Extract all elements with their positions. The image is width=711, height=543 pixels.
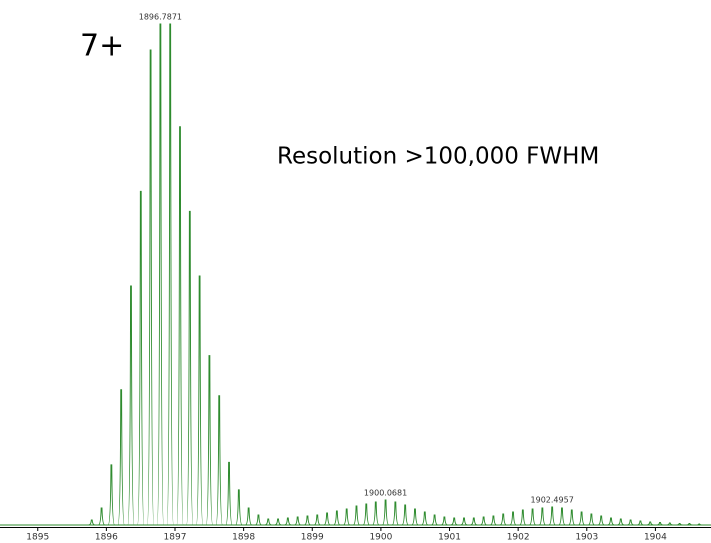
peak — [490, 515, 497, 526]
peak — [107, 464, 116, 526]
peak — [137, 190, 145, 526]
peak — [294, 516, 301, 526]
peak — [666, 522, 674, 526]
peak — [431, 514, 438, 526]
peak — [186, 210, 194, 526]
peak — [558, 507, 566, 526]
peak — [343, 508, 351, 526]
peak — [509, 511, 517, 526]
peak — [156, 23, 165, 526]
peak — [176, 126, 184, 526]
x-tick-label: 1898 — [232, 533, 255, 543]
peak — [284, 517, 292, 526]
peak — [264, 518, 272, 526]
peak — [166, 23, 174, 526]
peak — [362, 503, 370, 526]
peak — [391, 501, 399, 526]
peak — [538, 507, 546, 526]
peak — [588, 513, 595, 526]
peak — [255, 514, 262, 526]
peak — [646, 521, 654, 526]
peak — [382, 499, 390, 526]
peak — [470, 517, 478, 526]
peak — [215, 395, 223, 526]
peak — [205, 355, 214, 526]
peak — [195, 275, 204, 526]
peak — [421, 511, 429, 526]
x-tick-label: 1903 — [575, 533, 598, 543]
x-tick-label: 1902 — [507, 533, 530, 543]
peak — [597, 515, 605, 526]
peak — [676, 522, 683, 526]
x-tick-label: 1896 — [95, 533, 118, 543]
peak — [353, 505, 360, 526]
peak — [519, 509, 527, 526]
peak — [274, 518, 282, 526]
peak — [696, 523, 703, 526]
peak — [333, 510, 341, 526]
peak — [117, 389, 125, 526]
peak — [98, 507, 105, 526]
x-tick-label: 1897 — [164, 533, 187, 543]
peak — [617, 518, 625, 526]
peak — [460, 517, 468, 526]
x-tick-label: 1904 — [644, 533, 667, 543]
peak — [568, 509, 576, 526]
peak — [637, 520, 644, 526]
peak — [656, 521, 664, 526]
peak — [127, 285, 135, 526]
peak — [578, 511, 585, 526]
x-tick-label: 1895 — [26, 533, 49, 543]
peak-label: 1902.4957 — [531, 495, 574, 504]
peak — [441, 516, 448, 526]
peak — [627, 519, 634, 526]
peak — [480, 516, 487, 526]
peak — [607, 517, 615, 526]
peak — [313, 514, 321, 526]
charge-state: 7+ — [80, 29, 124, 64]
peak — [686, 522, 693, 526]
peak — [304, 515, 311, 526]
peak — [323, 512, 331, 526]
peak-label: 1896.7871 — [139, 13, 182, 22]
peak — [88, 519, 96, 526]
resolution-note: Resolution >100,000 FWHM — [277, 144, 599, 170]
peak — [245, 507, 253, 526]
peak — [225, 461, 233, 526]
x-tick-label: 1900 — [369, 533, 392, 543]
peak — [450, 517, 458, 526]
x-tick-label: 1901 — [438, 533, 461, 543]
x-tick-label: 1899 — [301, 533, 324, 543]
peak — [499, 513, 507, 526]
peak — [372, 501, 380, 526]
peak — [401, 504, 409, 526]
peak-label: 1900.0681 — [364, 488, 407, 497]
peak — [529, 508, 536, 526]
peak — [146, 49, 155, 526]
peak — [235, 489, 243, 526]
peak — [411, 508, 419, 526]
peak — [548, 506, 556, 526]
